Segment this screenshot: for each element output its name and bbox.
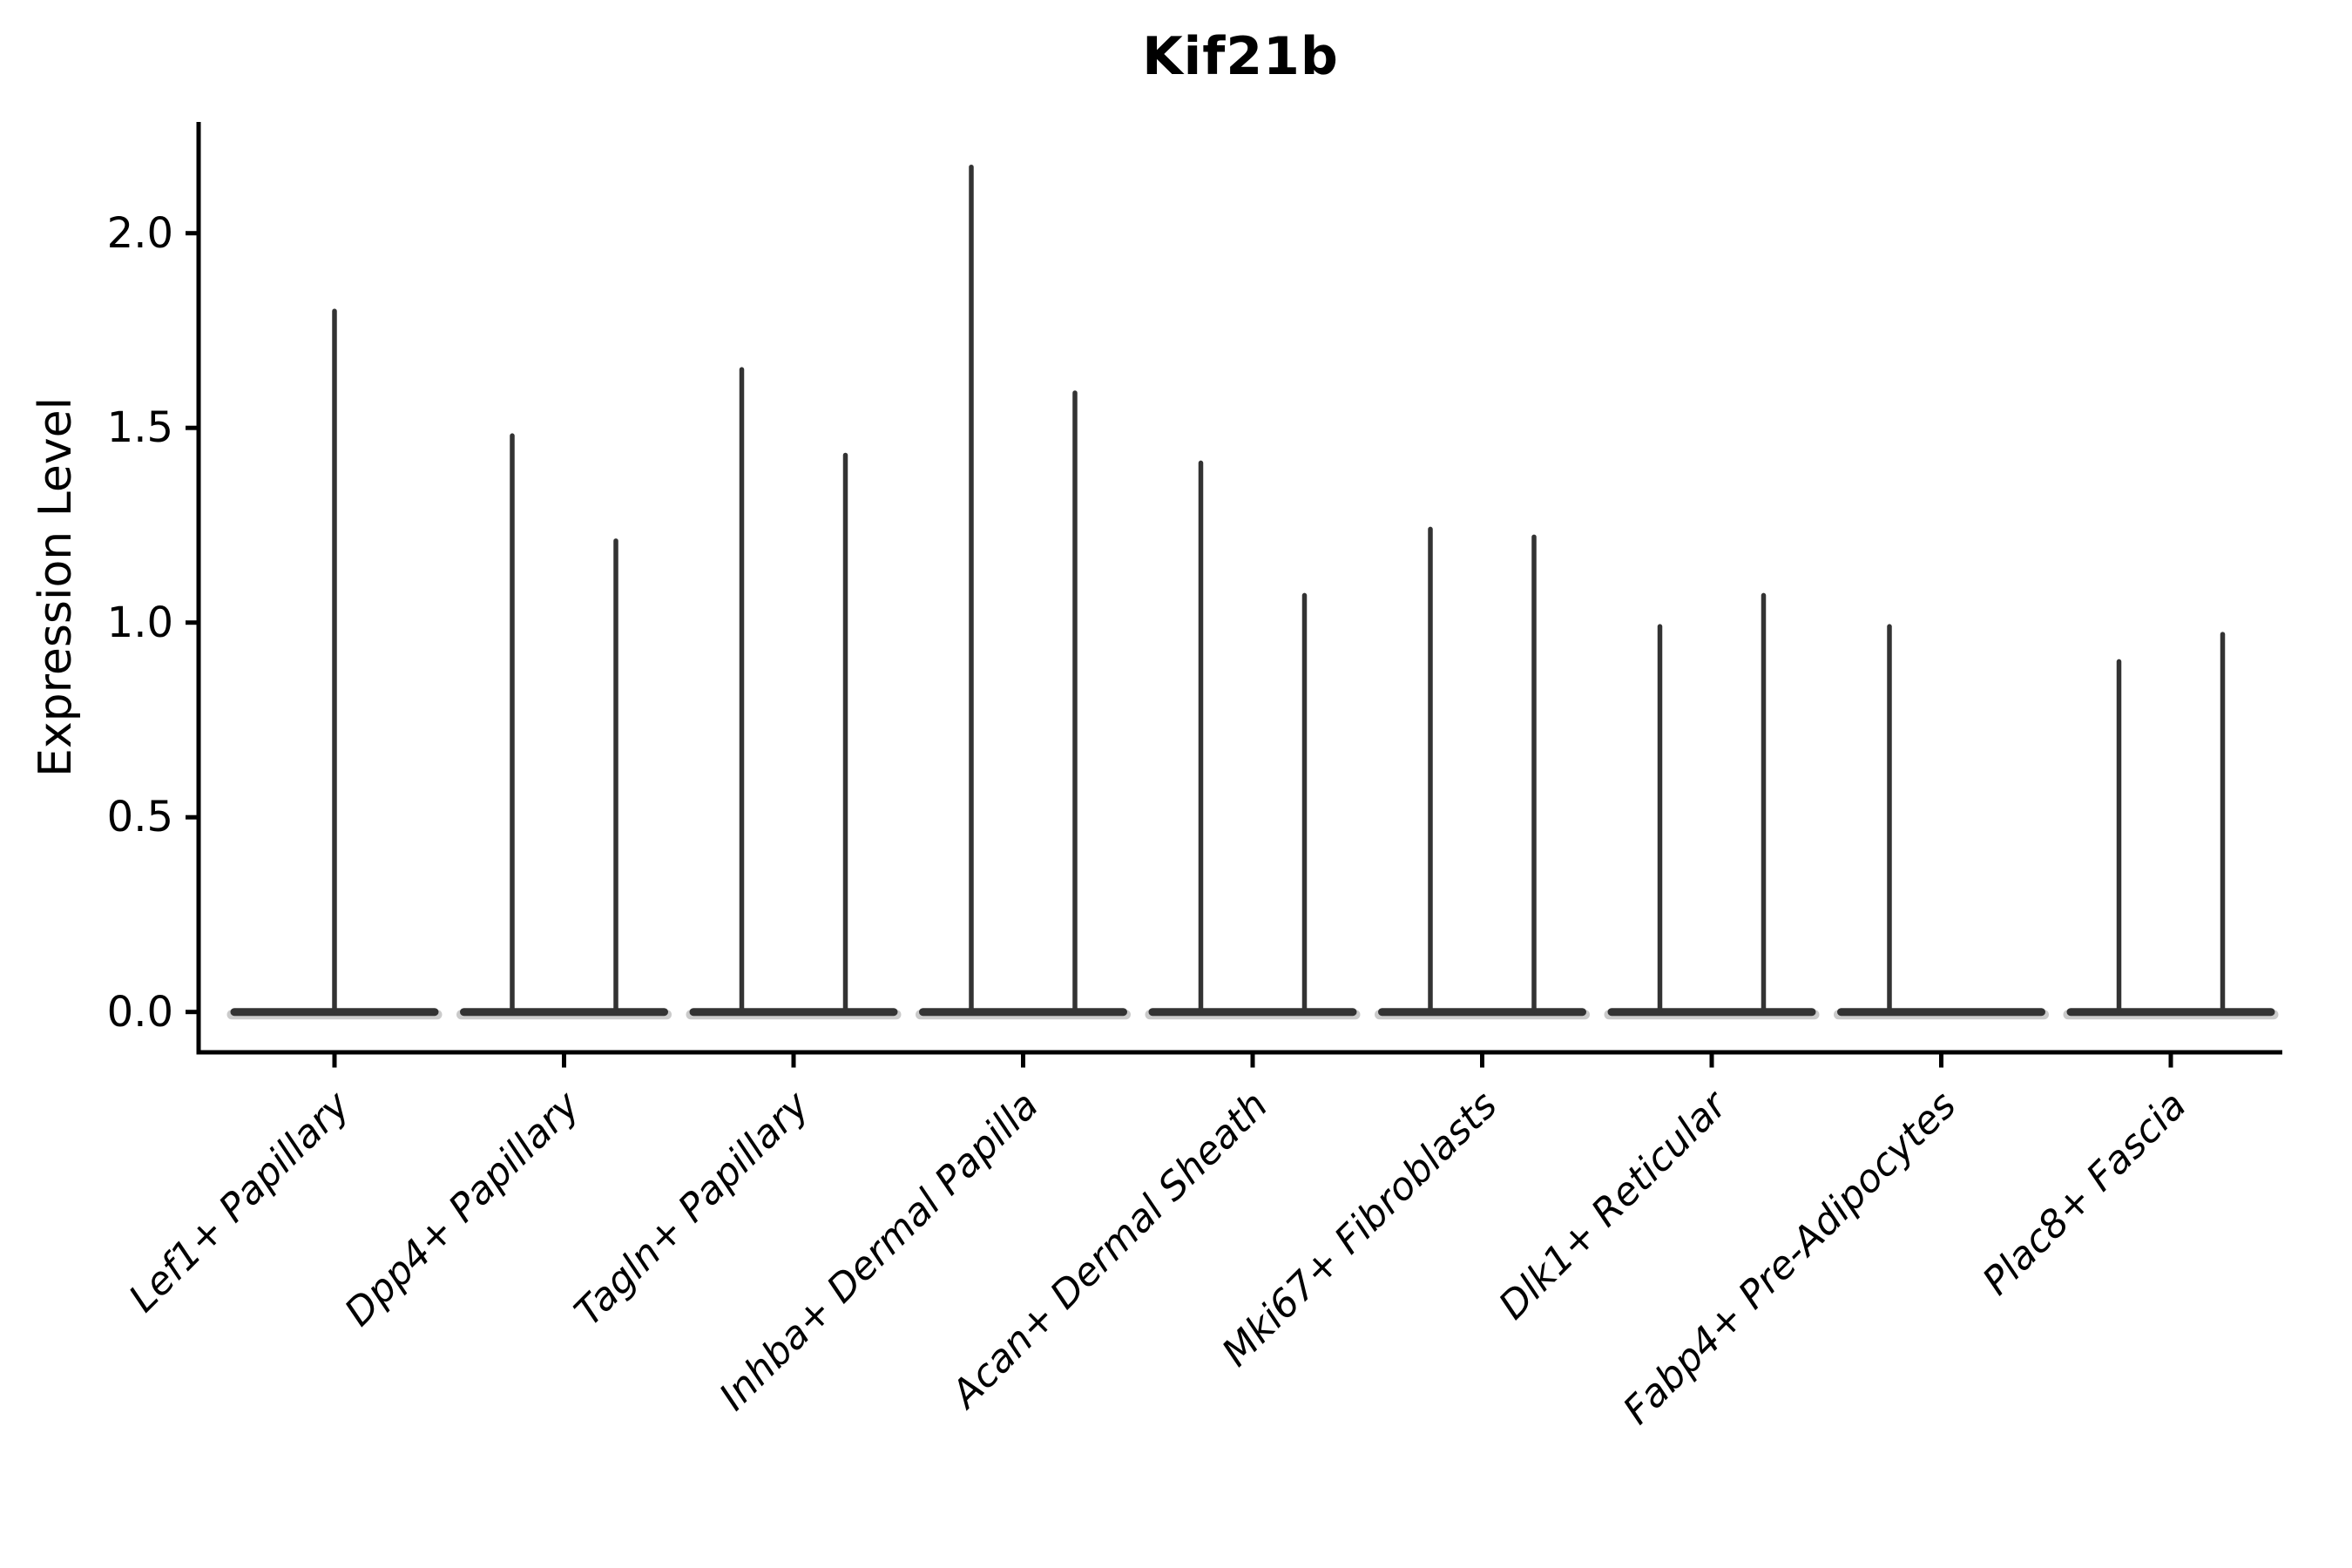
y-tick-label: 0.5 [106, 793, 173, 842]
y-tick-label: 1.0 [106, 598, 173, 647]
y-tick-label: 2.0 [106, 208, 173, 258]
y-tick-label: 1.5 [106, 403, 173, 453]
y-tick-label: 0.0 [106, 987, 173, 1037]
chart-title: Kif21b [1142, 26, 1339, 87]
